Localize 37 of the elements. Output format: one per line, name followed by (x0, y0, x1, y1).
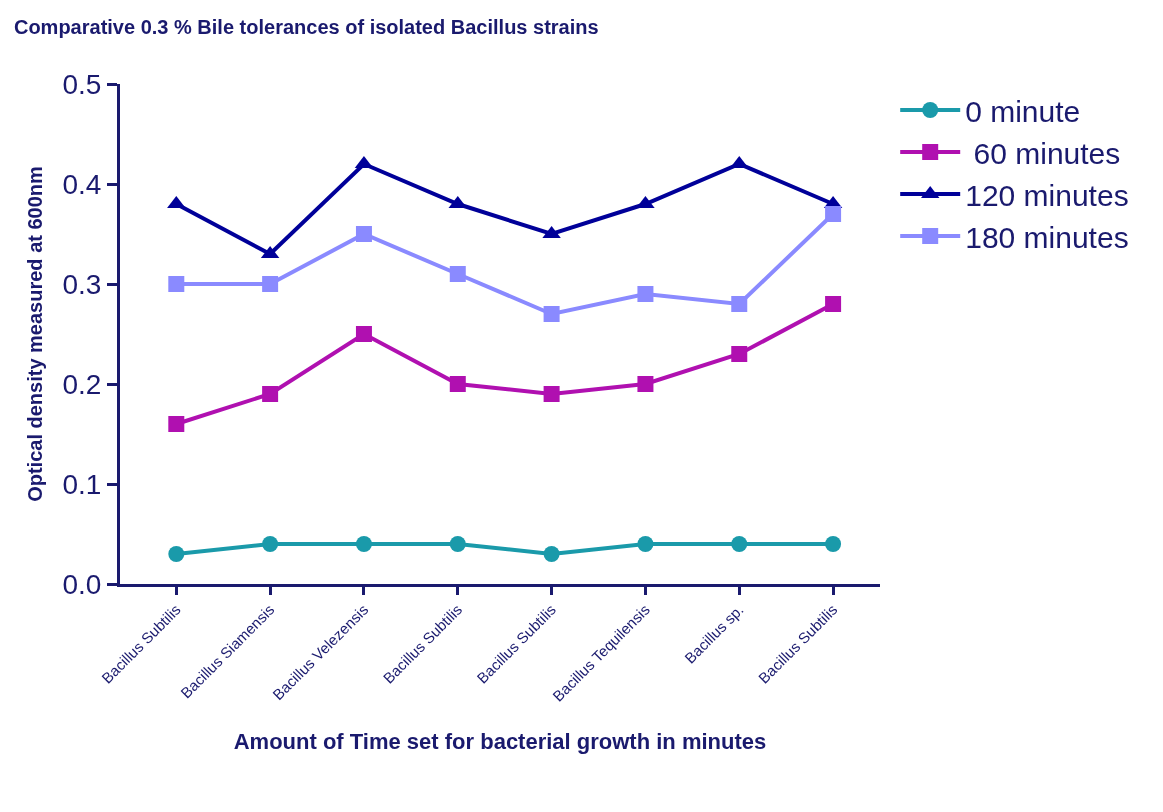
y-tick-label: 0.1 (62, 468, 102, 500)
point (449, 376, 466, 392)
point (731, 296, 748, 312)
point (543, 546, 560, 562)
point (731, 536, 748, 552)
y-tick-label: 0.3 (62, 268, 102, 300)
point (262, 536, 279, 552)
legend-label: 60 minutes (965, 136, 1121, 170)
point (543, 386, 560, 402)
legend-label: 0 minute (965, 94, 1081, 128)
point (262, 276, 279, 292)
point (449, 536, 466, 552)
legend-label: 120 minutes (965, 178, 1129, 212)
point (825, 296, 842, 312)
point (637, 286, 654, 302)
y-tick-label: 0.4 (62, 168, 102, 200)
legend-label: 180 minutes (965, 220, 1129, 254)
point (168, 546, 185, 562)
y-tick-label: 0.2 (62, 368, 102, 400)
chart-title: Comparative 0.3 % Bile tolerances of isolated Bacillus strains (13, 16, 599, 39)
point (168, 276, 185, 292)
point (543, 306, 560, 322)
y-tick-label: 0.0 (62, 568, 102, 600)
point (355, 536, 372, 552)
y-tick-label: 0.5 (62, 68, 102, 100)
point (355, 326, 372, 342)
y-axis-title: Optical density measured at 600nm (23, 166, 46, 502)
point (825, 536, 842, 552)
point (449, 266, 466, 282)
point (637, 536, 654, 552)
point (825, 206, 842, 222)
point (731, 346, 748, 362)
point (262, 386, 279, 402)
point (355, 226, 372, 242)
point (637, 376, 654, 392)
point (168, 416, 185, 432)
x-axis-title: Amount of Time set for bacterial growth in minutes (233, 728, 767, 754)
